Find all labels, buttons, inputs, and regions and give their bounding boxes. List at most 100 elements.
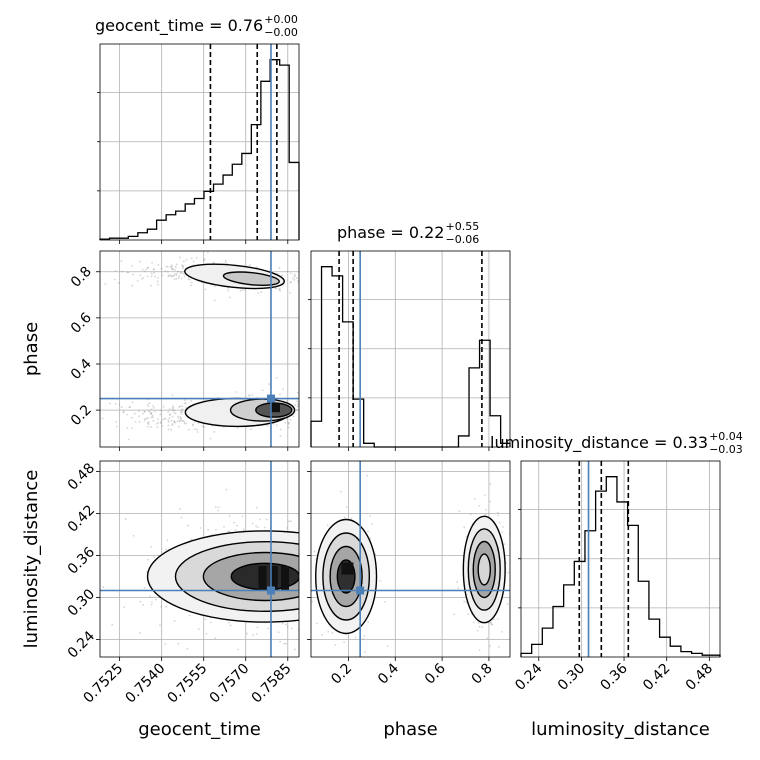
sample-point [168,414,171,416]
sample-point [174,269,177,271]
sample-point [281,622,284,625]
sample-point [289,281,292,284]
sample-point [196,428,198,431]
panel-frame [99,250,300,448]
sample-point [489,622,492,624]
sample-point [190,284,192,287]
sample-point [153,268,156,270]
sample-point [334,643,337,646]
sample-point [131,264,134,267]
sample-point [150,426,153,428]
title-upper: +0.55 [445,220,479,233]
sample-point [177,277,180,279]
sample-point [213,430,216,433]
sample-point [175,277,178,280]
x-tick-label: 0.36 [598,660,631,693]
sample-point [266,425,269,428]
y-tick-label: 0.30 [65,586,98,619]
sample-point [267,627,270,630]
sample-point [304,588,306,590]
sample-point [171,409,174,412]
sample-point [171,408,174,410]
sample-point [317,614,319,616]
sample-point [185,422,188,425]
sample-point [485,508,488,511]
sample-point [279,428,282,431]
sample-point [463,600,466,603]
sample-point [290,281,293,283]
sample-point [173,409,176,412]
sample-point [170,274,172,277]
sample-point [366,474,369,477]
density-pixel [270,403,280,413]
sample-point [144,270,146,273]
sample-point [114,402,117,405]
title-text: phase = 0.22 [337,223,444,242]
sample-point [179,416,182,418]
sample-point [178,406,181,408]
sample-point [350,662,352,664]
sample-point [207,528,210,531]
sample-point [166,539,169,542]
sample-point [159,421,162,423]
sample-point [146,403,149,406]
sample-point [172,405,175,408]
sample-point [239,289,242,292]
sample-point [127,438,130,441]
sample-point [299,283,301,285]
sample-point [326,509,328,511]
truth-marker [266,586,275,595]
sample-point [171,415,174,418]
sample-point [483,494,486,496]
title-lower: −0.00 [264,26,298,39]
sample-point [153,271,156,274]
sample-point [289,419,292,421]
sample-point [299,269,301,271]
sample-point [292,415,295,418]
sample-point [302,592,304,594]
sample-point [156,426,159,428]
sample-point [287,423,290,425]
sample-point [173,420,176,423]
sample-point [457,587,460,590]
sample-point [142,276,145,279]
sample-point [250,428,252,431]
sample-point [255,525,257,527]
sample-point [179,416,182,419]
sample-point [458,510,461,513]
sample-point [228,515,231,517]
sample-point [146,425,149,428]
sample-point [190,538,193,541]
sample-point [362,637,365,640]
sample-point [147,266,149,269]
sample-point [303,279,305,281]
sample-point [478,625,481,628]
sample-point [122,411,125,414]
sample-point [233,521,236,524]
sample-point [498,521,501,524]
sample-point [179,411,182,414]
sample-point [227,530,230,533]
sample-point [318,276,320,278]
sample-point [317,546,319,548]
truth-marker [356,586,365,595]
panel-title-phase: phase = 0.22 +0.55−0.06 [337,220,479,246]
sample-point [188,614,191,617]
sample-point [304,399,306,401]
sample-point [161,424,164,427]
sample-point [170,265,173,268]
sample-point [241,515,244,518]
contour-panel-geocent_time-luminosity_distance [99,460,328,663]
sample-point [131,427,134,430]
sample-point [115,420,118,423]
sample-point [222,426,225,429]
sample-point [316,275,318,277]
sample-point [285,417,288,420]
sample-point [313,404,315,406]
sample-point [312,661,314,663]
sample-point [162,405,165,408]
sample-point [151,261,153,264]
sample-point [327,403,329,405]
sample-point [367,530,369,533]
contour-clip-group [100,251,329,447]
